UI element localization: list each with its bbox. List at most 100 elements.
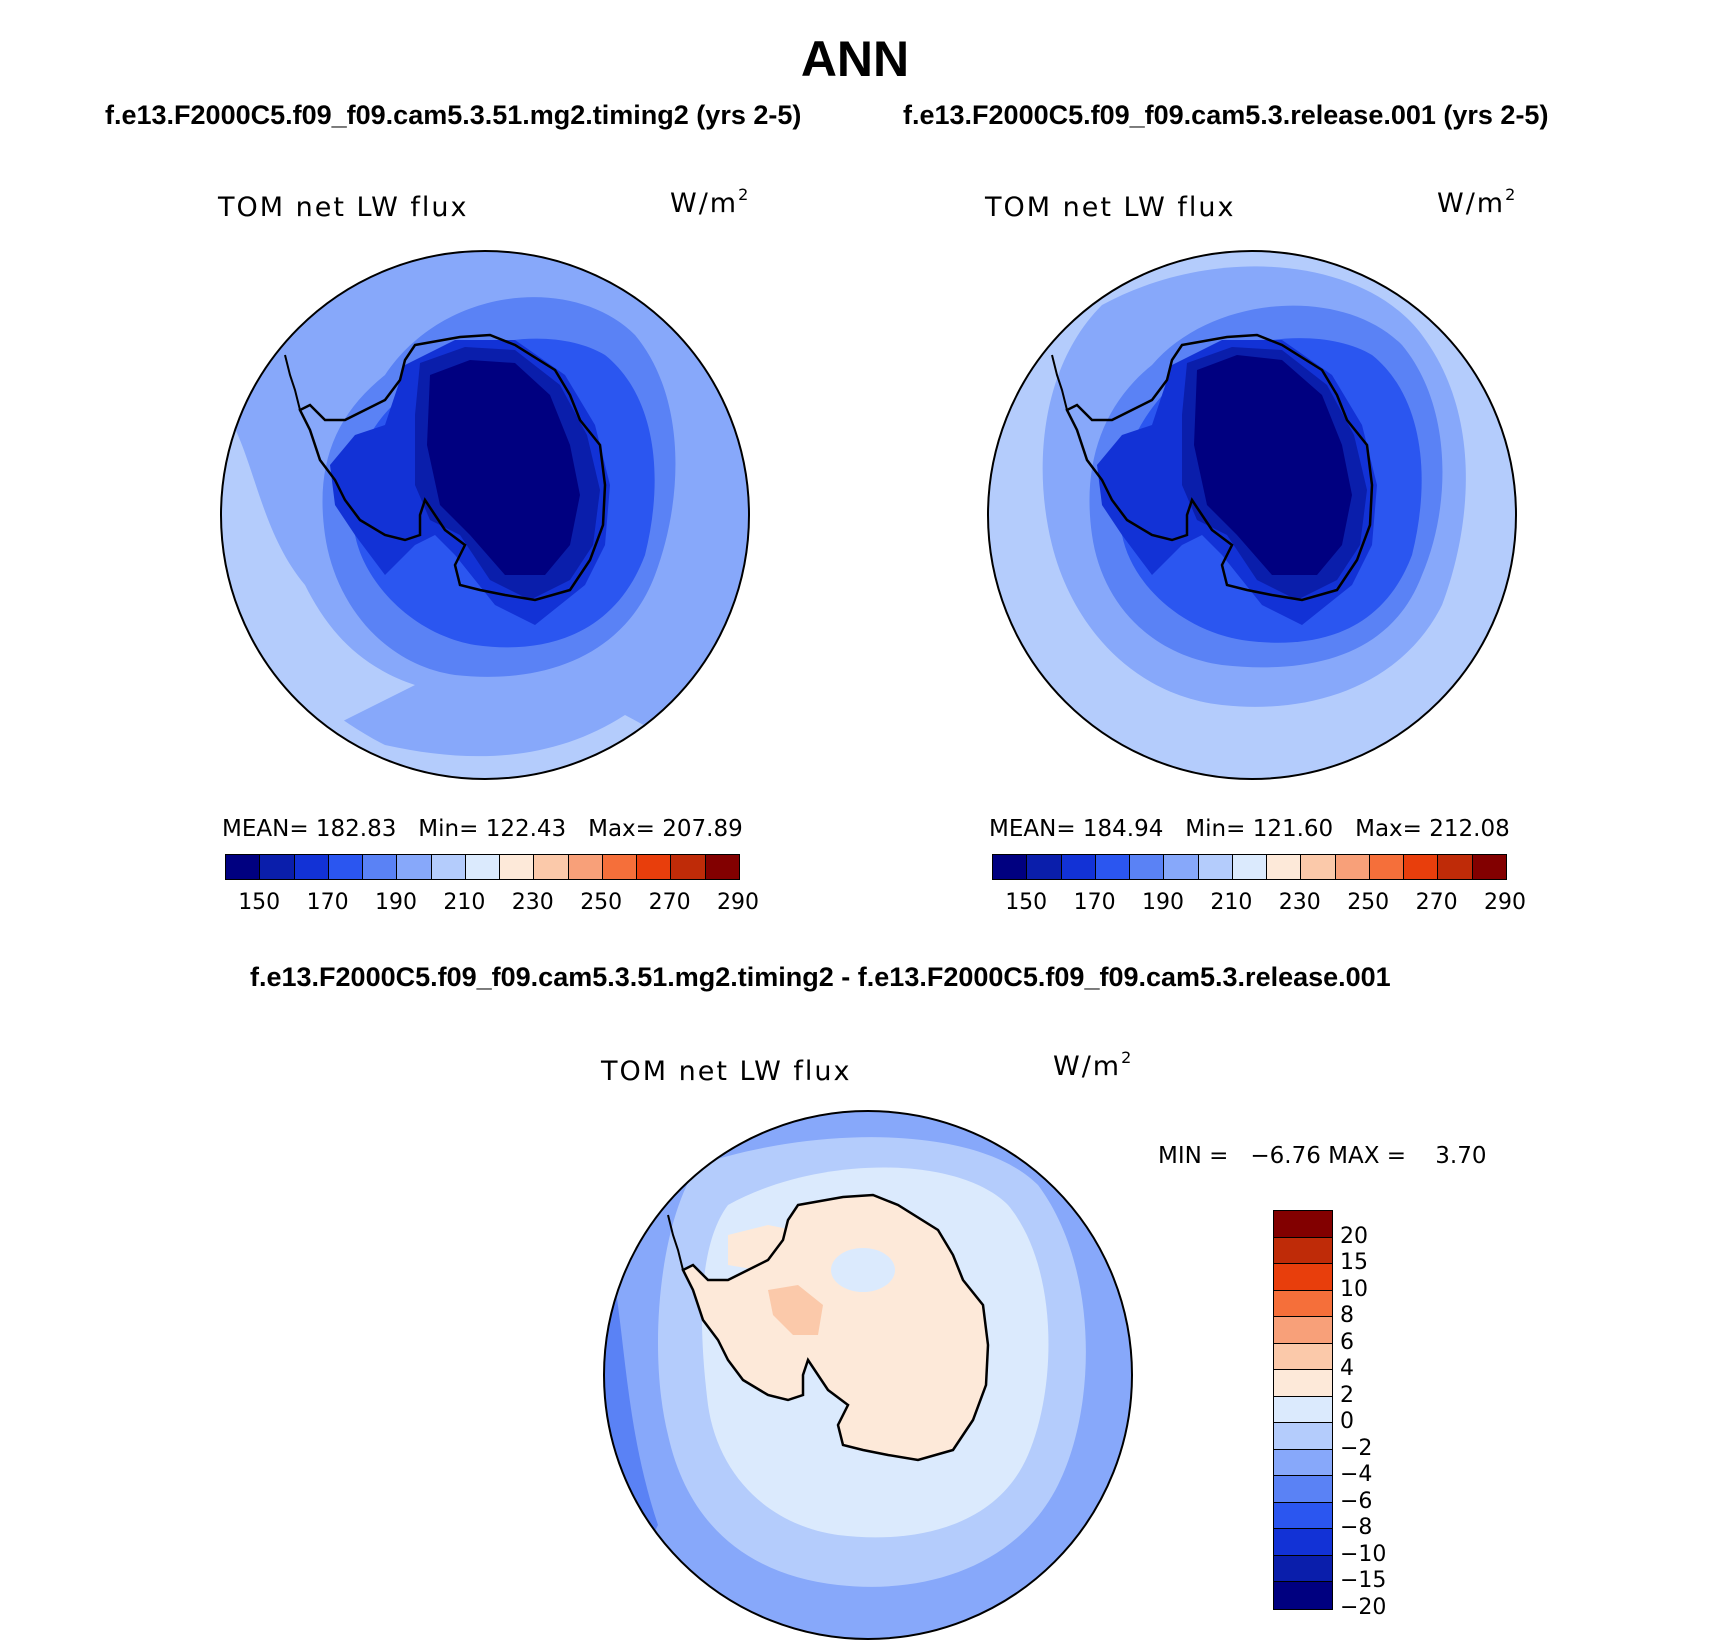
panel2-colorbar-swatch [1404, 855, 1439, 879]
diff-colorbar-label: 0 [1340, 1409, 1354, 1434]
panel2-map-border [987, 250, 1517, 780]
diff-colorbar-label: 10 [1340, 1276, 1368, 1302]
panel1-colorbar-tick-label: 190 [375, 890, 417, 915]
panel1-colorbar-swatch [363, 855, 398, 879]
diff-colorbar-label: −4 [1340, 1462, 1373, 1487]
panel2-colorbar-ticks: 150 170 190 210 230 250 270 290 [992, 890, 1526, 920]
panel2-peninsula-coast [1051, 354, 1068, 411]
panel1-colorbar-swatch [431, 855, 466, 879]
panel2-colorbar-swatch [1061, 855, 1096, 879]
panel2-coastline [1065, 333, 1374, 602]
panel1-map-border [220, 250, 750, 780]
panel1-colorbar-swatch [705, 855, 739, 879]
diff-colorbar-swatch [1274, 1237, 1332, 1264]
diff-case-title: f.e13.F2000C5.f09_f09.cam5.3.51.mg2.timi… [250, 962, 1391, 992]
diff-variable-title: TOM net LW flux [601, 1056, 852, 1087]
panel2-colorbar [992, 854, 1507, 880]
panel2-colorbar-tick-label: 210 [1210, 890, 1253, 915]
diff-colorbar-swatch [1274, 1343, 1332, 1370]
diff-colorbar-label: −20 [1340, 1594, 1387, 1620]
panel1-colorbar-tick-label: 250 [580, 890, 623, 915]
diff-colorbar-label: 4 [1340, 1356, 1354, 1381]
panel2-colorbar-tick-label: 230 [1278, 890, 1321, 915]
diff-positive-patch [768, 1285, 823, 1335]
panel2-colorbar-tick-label: 250 [1347, 890, 1390, 915]
panel1-peninsula-coast [284, 354, 301, 411]
diff-colorbar-swatch [1274, 1211, 1332, 1238]
panel2-colorbar-swatch [1027, 855, 1062, 879]
panel1-colorbar-swatch [637, 855, 672, 879]
diff-colorbar-label: 6 [1340, 1329, 1354, 1355]
panel1-stats: MEAN= 182.83 Min= 122.43 Max= 207.89 [222, 816, 743, 842]
diff-peninsula-coast [667, 1214, 684, 1271]
panel1-colorbar-ticks: 150 170 190 210 230 250 270 290 [225, 890, 759, 920]
diff-units: W/m2 [1053, 1048, 1132, 1082]
diff-colorbar-swatch [1274, 1370, 1332, 1397]
panel1-colorbar-swatch [671, 855, 706, 879]
panel2-colorbar-tick-label: 270 [1415, 890, 1458, 915]
panel2-variable-title: TOM net LW flux [985, 192, 1236, 223]
panel2-colorbar-swatch [1301, 855, 1336, 879]
diff-colorbar-label: −6 [1340, 1488, 1373, 1514]
panel2-colorbar-tick-label: 190 [1142, 890, 1184, 915]
panel2-polar-map [987, 250, 1517, 780]
diff-colorbar-swatch [1274, 1502, 1332, 1529]
diff-colorbar-label: 15 [1340, 1250, 1368, 1275]
panel1-colorbar-tick-label: 270 [648, 890, 691, 915]
panel1-colorbar-swatch [568, 855, 603, 879]
panel2-case-title: f.e13.F2000C5.f09_f09.cam5.3.release.001… [903, 100, 1549, 130]
diff-colorbar-swatch [1274, 1529, 1332, 1556]
diff-colorbar-label: −8 [1340, 1515, 1373, 1540]
panel1-colorbar-tick-label: 230 [511, 890, 554, 915]
diff-colorbar-swatch [1274, 1555, 1332, 1582]
panel2-colorbar-tick-label: 290 [1484, 890, 1526, 915]
panel2-colorbar-swatch [1369, 855, 1405, 879]
diff-colorbar-swatch [1274, 1290, 1332, 1317]
diff-plateau-negative [831, 1248, 895, 1292]
diff-colorbar-swatch [1274, 1476, 1332, 1503]
diff-colorbar-label: −10 [1340, 1541, 1387, 1567]
panel1-colorbar-swatch [534, 855, 569, 879]
panel1-plateau [427, 360, 580, 575]
panel1-colorbar-tick-label: 170 [306, 890, 349, 915]
panel1-colorbar-tick-label: 150 [238, 890, 281, 915]
panel2-colorbar-swatch [1472, 855, 1506, 879]
panel1-coastline [298, 333, 607, 602]
diff-colorbar [1273, 1210, 1333, 1610]
panel1-colorbar-swatch [465, 855, 501, 879]
panel1-colorbar-tick-label: 290 [717, 890, 759, 915]
diff-peninsula-positive [728, 1225, 793, 1270]
panel1-colorbar-swatch [397, 855, 432, 879]
diff-stats: MIN = −6.76 MAX = 3.70 [1158, 1143, 1487, 1169]
panel1-colorbar [225, 854, 740, 880]
diff-colorbar-label: −15 [1340, 1568, 1387, 1593]
panel1-outer-band [221, 605, 749, 779]
diff-colorbar-swatch [1274, 1582, 1332, 1609]
panel1-colorbar-swatch [226, 855, 261, 879]
diff-colorbar-swatch [1274, 1423, 1332, 1450]
diff-colorbar-label: 8 [1340, 1303, 1354, 1328]
panel2-colorbar-swatch [993, 855, 1028, 879]
panel2-plateau [1194, 355, 1352, 575]
panel2-colorbar-swatch [1095, 855, 1131, 879]
diff-colorbar-swatch [1274, 1449, 1332, 1476]
panel2-colorbar-swatch [1438, 855, 1473, 879]
diff-colorbar-label: 2 [1340, 1382, 1354, 1408]
diff-colorbar-swatch [1274, 1264, 1332, 1291]
panel1-polar-map [220, 250, 750, 780]
figure-title: ANN [800, 31, 910, 87]
panel1-colorbar-tick-label: 210 [443, 890, 486, 915]
panel2-colorbar-swatch [1335, 855, 1370, 879]
diff-continent-positive [683, 1195, 988, 1460]
diff-polar-map [603, 1110, 1133, 1640]
panel2-colorbar-swatch [1267, 855, 1302, 879]
panel2-units: W/m2 [1437, 185, 1516, 219]
diff-colorbar-label: −2 [1340, 1435, 1373, 1461]
panel1-colorbar-swatch [328, 855, 364, 879]
panel1-variable-title: TOM net LW flux [218, 192, 469, 223]
panel2-colorbar-swatch [1198, 855, 1233, 879]
panel2-colorbar-tick-label: 150 [1005, 890, 1048, 915]
panel1-colorbar-swatch [294, 855, 329, 879]
panel1-colorbar-swatch [260, 855, 295, 879]
diff-colorbar-label: 20 [1340, 1223, 1368, 1249]
